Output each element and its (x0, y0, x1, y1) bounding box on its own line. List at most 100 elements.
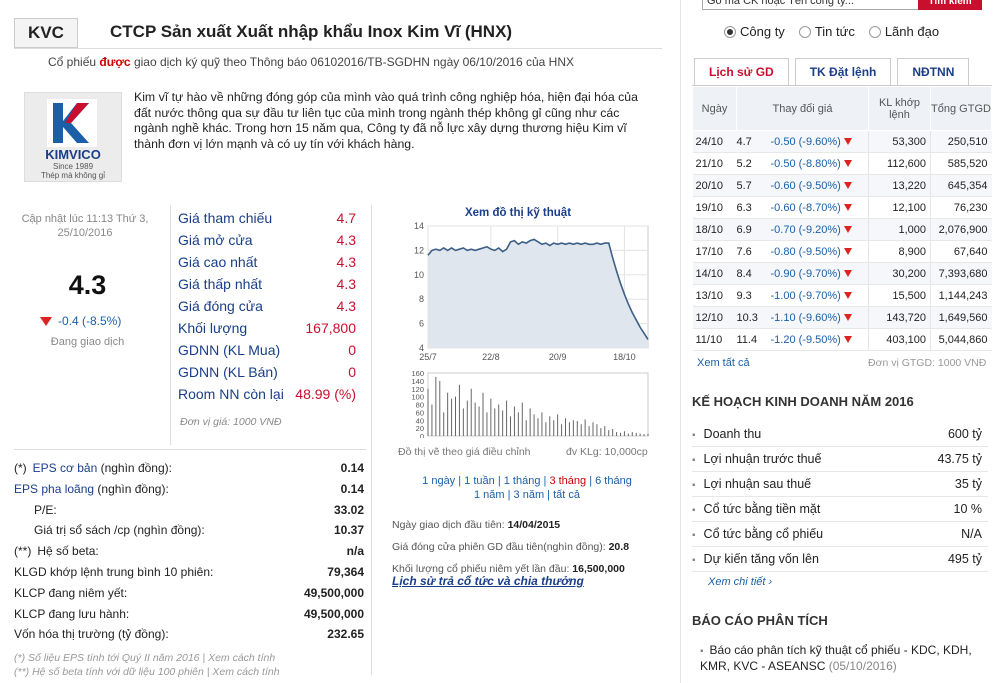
radio-icon[interactable] (868, 25, 881, 38)
radio-option[interactable]: Công ty (724, 24, 785, 39)
table-cell: -1.00 (-9.70%) (770, 284, 869, 307)
down-arrow-icon (843, 138, 852, 146)
radio-option[interactable]: Tin tức (798, 24, 855, 39)
cell-text: 19/10 (695, 201, 724, 214)
financial-text: KLCP đang niêm yết: (14, 585, 128, 600)
period-option[interactable]: 1 tuần (464, 475, 495, 487)
technical-chart-link[interactable]: Xem đồ thị kỹ thuật (464, 207, 572, 219)
table-cell: 1,144,243 (930, 284, 992, 307)
cell-text: 1,144,243 (938, 289, 988, 302)
price-value: 0 (348, 364, 356, 380)
radio-icon[interactable] (798, 25, 811, 38)
cell-text: 6.9 (736, 223, 752, 236)
column-header: Tổng GTGD (930, 86, 992, 131)
divider (14, 449, 366, 450)
tab-0[interactable]: Lịch sử GD (694, 58, 789, 86)
financial-link[interactable]: EPS pha loãng (14, 481, 95, 496)
margin-notice: Cổ phiếu được giao dịch ký quỹ theo Thôn… (48, 55, 575, 69)
financial-value: 232.65 (327, 627, 364, 642)
footnote-mark: (*) (14, 461, 27, 475)
cell-text: 112,600 (887, 157, 926, 170)
table-cell: 24/10 (692, 130, 737, 153)
price-label: Giá mở cửa (178, 232, 253, 248)
financial-table: (*) EPS cơ bản (nghìn đồng): 0.14 EPS pha l… (14, 458, 364, 645)
table-cell: -0.60 (-9.50%) (770, 174, 869, 197)
financial-value: 79,364 (327, 564, 364, 579)
price-tick-label: 12 (414, 245, 424, 255)
table-row: 11/10 11.4 -1.20 (-9.50%) 403,100 5,044,860 (692, 328, 992, 351)
price-tick-label: 10 (414, 270, 424, 280)
plan-label: Doanh thu (692, 422, 762, 446)
cell-text: 20/10 (695, 179, 724, 192)
divider (371, 205, 372, 675)
financial-row: (**) Hệ số beta: n/a (14, 541, 364, 562)
table-cell: 4.7 (736, 130, 771, 153)
price-row: Room NN còn lại 48.99 (%) (178, 384, 356, 406)
down-arrow-icon (843, 226, 852, 234)
plan-label: Lợi nhuận sau thuế (692, 472, 812, 496)
plan-row: Lợi nhuận sau thuế 35 tỷ (692, 472, 988, 497)
x-tick-label: 20/9 (549, 352, 567, 362)
price-chart[interactable]: 4 6 8 10 12 14 25/7 22/8 20/9 18/10 02040608010012… (378, 218, 668, 438)
period-option[interactable]: 1 ngày (422, 475, 456, 487)
table-cell: -0.60 (-8.70%) (770, 196, 869, 219)
cell-text: 15,500 (892, 289, 926, 302)
volume-tick-label: 160 (411, 369, 424, 378)
kimvico-logo-icon: KIMVICO Since 1989 Thép mà không gỉ (41, 99, 105, 180)
financial-value: n/a (346, 544, 364, 559)
table-cell: 6.9 (736, 218, 771, 241)
analysis-report-link[interactable]: ▪ Báo cáo phân tích kỹ thuật cổ phiếu - K… (700, 643, 972, 673)
period-option[interactable]: 1 năm (473, 489, 505, 501)
table-cell: 67,640 (930, 240, 992, 263)
see-all-link[interactable]: Xem tất cả (697, 357, 750, 369)
financial-link[interactable]: EPS cơ bản (32, 461, 98, 475)
financial-text: (nghìn đồng): (94, 481, 169, 496)
price-row: Khối lượng 167,800 (178, 318, 356, 340)
report-title: BÁO CÁO PHÂN TÍCH (692, 613, 828, 628)
table-cell: 1,000 (868, 218, 931, 241)
period-option[interactable]: 3 năm (513, 489, 545, 501)
table-cell: 15,500 (868, 284, 931, 307)
financial-row: KLGD khớp lệnh trung bình 10 phiên: 79,36… (14, 562, 364, 583)
volume-tick-label: 120 (411, 385, 424, 394)
table-cell: 1,649,560 (930, 306, 992, 329)
cell-text: 143,720 (886, 311, 926, 324)
cell-text: 2,076,900 (938, 223, 988, 236)
tab-1[interactable]: TK Đặt lệnh (794, 58, 892, 86)
cell-text: 13/10 (695, 289, 724, 302)
table-cell: 12,100 (868, 196, 931, 219)
table-cell: -1.20 (-9.50%) (770, 328, 869, 351)
financial-value: 49,500,000 (303, 585, 364, 600)
plan-row: Doanh thu 600 tỷ (692, 422, 988, 447)
cell-text: 5.7 (736, 179, 752, 192)
search-button[interactable]: Tìm kiếm (918, 0, 982, 10)
period-option[interactable]: 1 tháng (503, 475, 541, 487)
price-table: Giá tham chiếu 4.7 Giá mở cửa 4.3 Giá cao nh… (178, 208, 356, 406)
tab-2[interactable]: NĐTNN (897, 58, 970, 86)
period-option[interactable]: 3 tháng (549, 475, 587, 487)
financial-row: Vốn hóa thị trường (tỷ đồng): 232.65 (14, 624, 364, 645)
financial-row: EPS pha loãng (nghìn đồng): 0.14 (14, 479, 364, 500)
table-cell: -0.80 (-9.50%) (770, 240, 869, 263)
table-cell: 13,220 (868, 174, 931, 197)
cell-text: 11/10 (695, 333, 723, 346)
table-cell: 13/10 (692, 284, 737, 307)
divider (170, 205, 171, 445)
down-arrow-icon (843, 270, 852, 278)
period-option[interactable]: 6 tháng (595, 475, 632, 487)
plan-details-link[interactable]: Xem chi tiết › (708, 576, 773, 588)
period-option[interactable]: tất cả (553, 489, 581, 501)
divider (14, 48, 662, 49)
plan-value: 495 tỷ (947, 552, 982, 566)
table-cell: 6.3 (736, 196, 771, 219)
plan-row: Cổ tức bằng cổ phiếu N/A (692, 522, 988, 547)
dividend-history-link[interactable]: Lịch sử trả cổ tức và chia thưởng (392, 574, 584, 588)
table-row: 13/10 9.3 -1.00 (-9.70%) 15,500 1,144,243 (692, 284, 992, 307)
down-arrow-icon (843, 314, 852, 322)
table-cell: 9.3 (736, 284, 771, 307)
radio-option[interactable]: Lãnh đạo (868, 24, 939, 39)
trading-status: Đang giao dịch (50, 336, 125, 348)
radio-icon[interactable] (724, 25, 736, 38)
first-trade-value: 16,500,000 (572, 563, 625, 575)
table-row: 14/10 8.4 -0.90 (-9.70%) 30,200 7,393,680 (692, 262, 992, 285)
